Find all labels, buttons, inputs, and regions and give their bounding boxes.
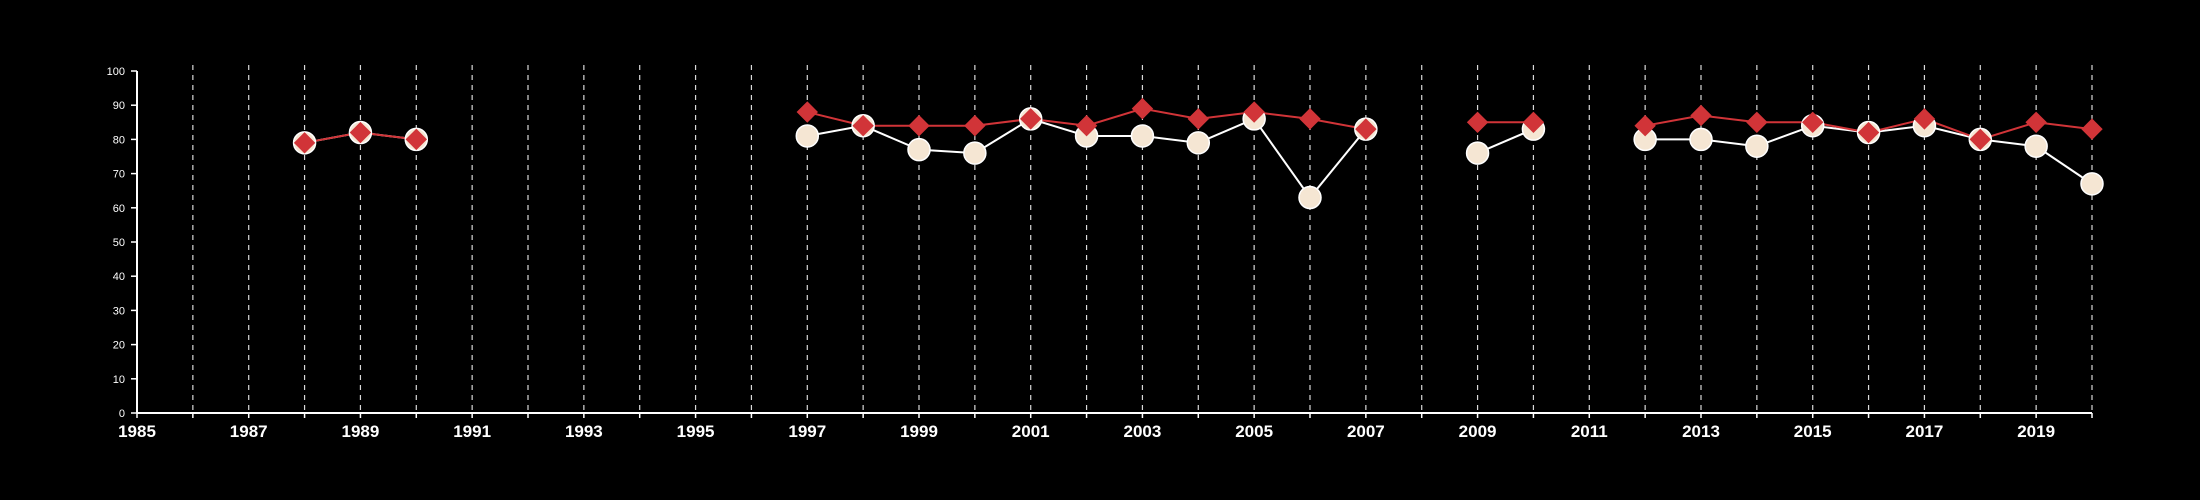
series-2-point — [1969, 128, 1991, 151]
series-2-point — [1020, 108, 1042, 130]
series-1-point — [795, 124, 820, 148]
series-2-point — [1355, 118, 1377, 140]
series-2-point — [1522, 111, 1545, 134]
y-tick-label: 50 — [113, 237, 125, 249]
y-tick-label: 90 — [113, 100, 125, 112]
series-2-point — [964, 115, 986, 137]
y-tick-label: 0 — [119, 408, 125, 420]
series-1-point — [1130, 124, 1155, 148]
x-tick-label: 2001 — [1012, 422, 1050, 441]
y-tick-label: 20 — [113, 340, 125, 352]
vertical-gridlines — [192, 65, 2093, 413]
x-tick-label: 1991 — [453, 422, 491, 441]
series-2-point — [293, 132, 316, 154]
series-2-point — [1802, 111, 1824, 134]
series-1-point — [1689, 127, 1713, 152]
y-axis-ticks: 0 10 20 30 40 50 60 70 80 90 100 — [107, 66, 137, 420]
x-tick-label: 1989 — [342, 422, 380, 441]
series-1-point — [2080, 172, 2104, 196]
series-2-point — [405, 128, 427, 151]
series-2-point — [1299, 108, 1321, 130]
x-tick-label: 2009 — [1459, 422, 1497, 441]
series-2-point — [1746, 111, 1768, 134]
x-tick-label: 2017 — [1906, 422, 1944, 441]
series-2-point — [908, 115, 930, 137]
y-tick-label: 100 — [107, 66, 125, 78]
x-tick-label: 2015 — [1794, 422, 1832, 441]
series-2-point — [1243, 101, 1265, 123]
x-tick-label: 2013 — [1682, 422, 1720, 441]
x-tick-label: 2019 — [2017, 422, 2055, 441]
y-tick-label: 70 — [113, 169, 125, 181]
y-tick-label: 10 — [113, 374, 125, 386]
series-1-point — [963, 141, 987, 165]
series-2-point — [796, 101, 818, 123]
series-1-point — [1745, 134, 1769, 158]
series-2-point — [2025, 111, 2047, 134]
series-2-point — [1187, 108, 1209, 130]
series-2-point — [852, 115, 874, 137]
y-tick-label: 80 — [113, 134, 125, 146]
series-2-point — [1466, 111, 1489, 134]
x-tick-label: 1997 — [788, 422, 826, 441]
x-tick-label: 1993 — [565, 422, 603, 441]
y-tick-label: 40 — [113, 271, 125, 283]
series-1-point — [2024, 134, 2048, 158]
x-tick-label: 1995 — [677, 422, 715, 441]
series-2-point — [349, 121, 372, 144]
series-2-point — [1690, 104, 1712, 127]
series-1-point — [1465, 141, 1490, 165]
x-axis-ticks: 1985 1987 1989 1991 1993 1995 1997 1999 2001 2003… — [118, 413, 2093, 441]
x-tick-label: 1985 — [118, 422, 156, 441]
series-1-point — [1186, 131, 1211, 155]
series-layer — [292, 97, 2104, 210]
series-1-point — [907, 137, 931, 162]
x-tick-label: 2007 — [1347, 422, 1385, 441]
series-2-point — [1857, 121, 1880, 144]
y-tick-label: 60 — [113, 203, 125, 215]
x-tick-label: 2011 — [1571, 422, 1608, 441]
series-2-point — [1075, 115, 1098, 137]
y-tick-label: 30 — [113, 305, 125, 317]
x-tick-label: 2003 — [1124, 422, 1162, 441]
series-2-point — [1131, 97, 1154, 120]
series-2-point — [1634, 115, 1656, 137]
x-tick-label: 1999 — [900, 422, 938, 441]
series-2-point — [1913, 108, 1936, 130]
x-tick-label: 2005 — [1235, 422, 1273, 441]
series-1-point — [1298, 185, 1322, 210]
series-2-point — [2081, 118, 2103, 140]
x-tick-label: 1987 — [230, 422, 268, 441]
